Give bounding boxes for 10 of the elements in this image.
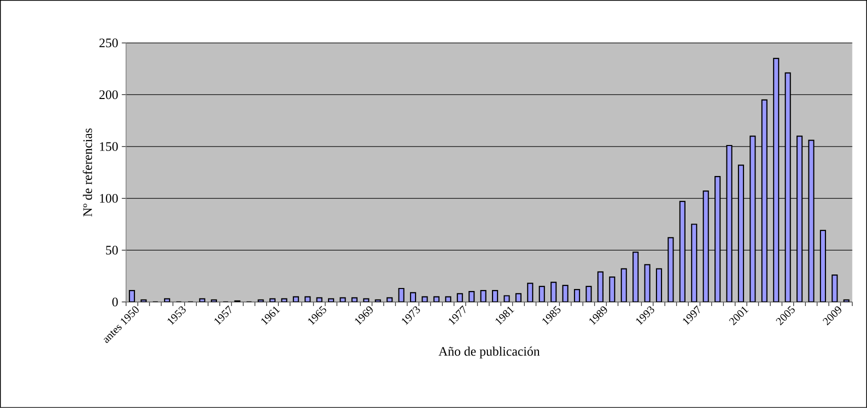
y-tick-label: 200 [99,90,118,100]
y-tick-label: 150 [100,142,118,151]
y-tick-label: 0 [112,298,118,306]
y-tick-label: 50 [106,246,118,255]
y-tick-label: 250 [99,38,118,48]
y-tick-label: 100 [100,194,118,203]
y-axis-title: Nº de referencias [82,128,92,217]
x-tick-label: 1961 [261,306,280,326]
x-axis-title: Año de publicación [438,346,540,358]
x-tick-label: 1981 [496,306,514,326]
